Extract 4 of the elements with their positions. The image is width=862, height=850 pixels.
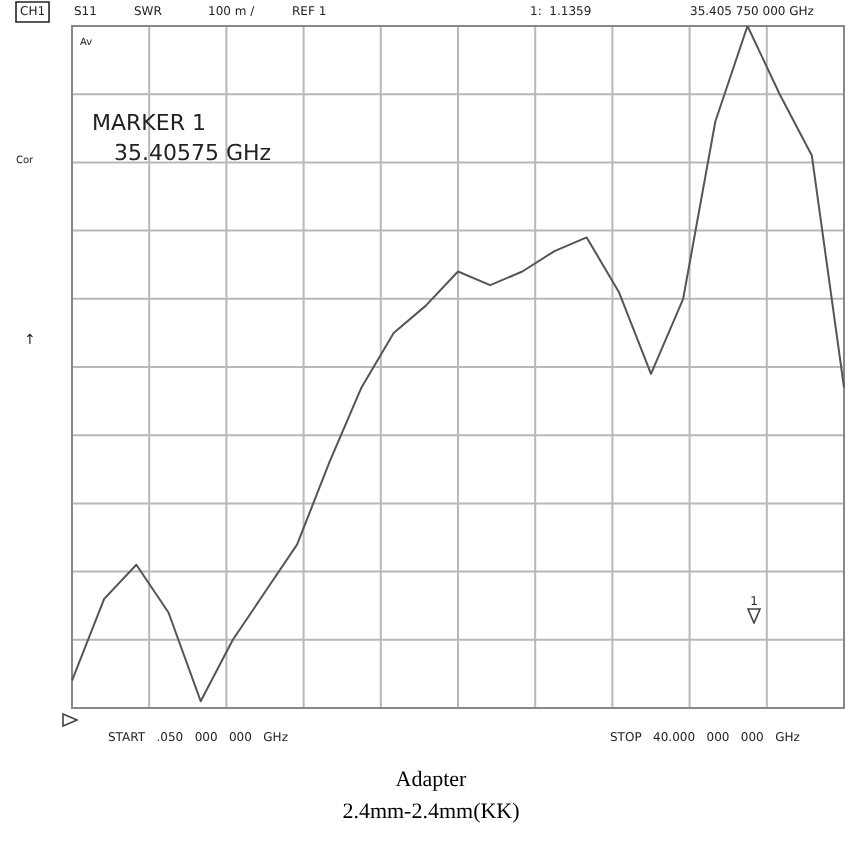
- annotation: MARKER 1: [92, 109, 206, 136]
- text: 2.4mm-2.4mm(KK): [340, 798, 522, 828]
- annotation: 35.40575 GHz: [114, 139, 272, 166]
- text: Adapter: [393, 766, 469, 796]
